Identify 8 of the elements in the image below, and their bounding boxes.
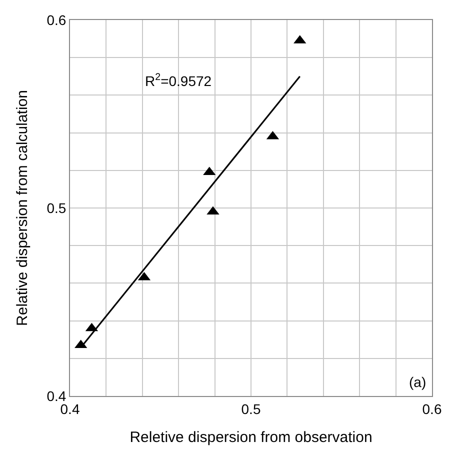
x-axis-title: Reletive dispersion from observation (130, 428, 372, 446)
y-tick-label: 0.5 (46, 200, 66, 216)
annotation: R$^{2}$=0.9572 (145, 72, 212, 89)
annotation: (a) (409, 374, 426, 390)
x-tick-label: 0.6 (422, 400, 442, 417)
y-tick-label: 0.6 (46, 12, 66, 28)
y-axis-title: Relative dispersion from calculation (14, 90, 31, 326)
x-tick-label: 0.5 (241, 400, 261, 417)
